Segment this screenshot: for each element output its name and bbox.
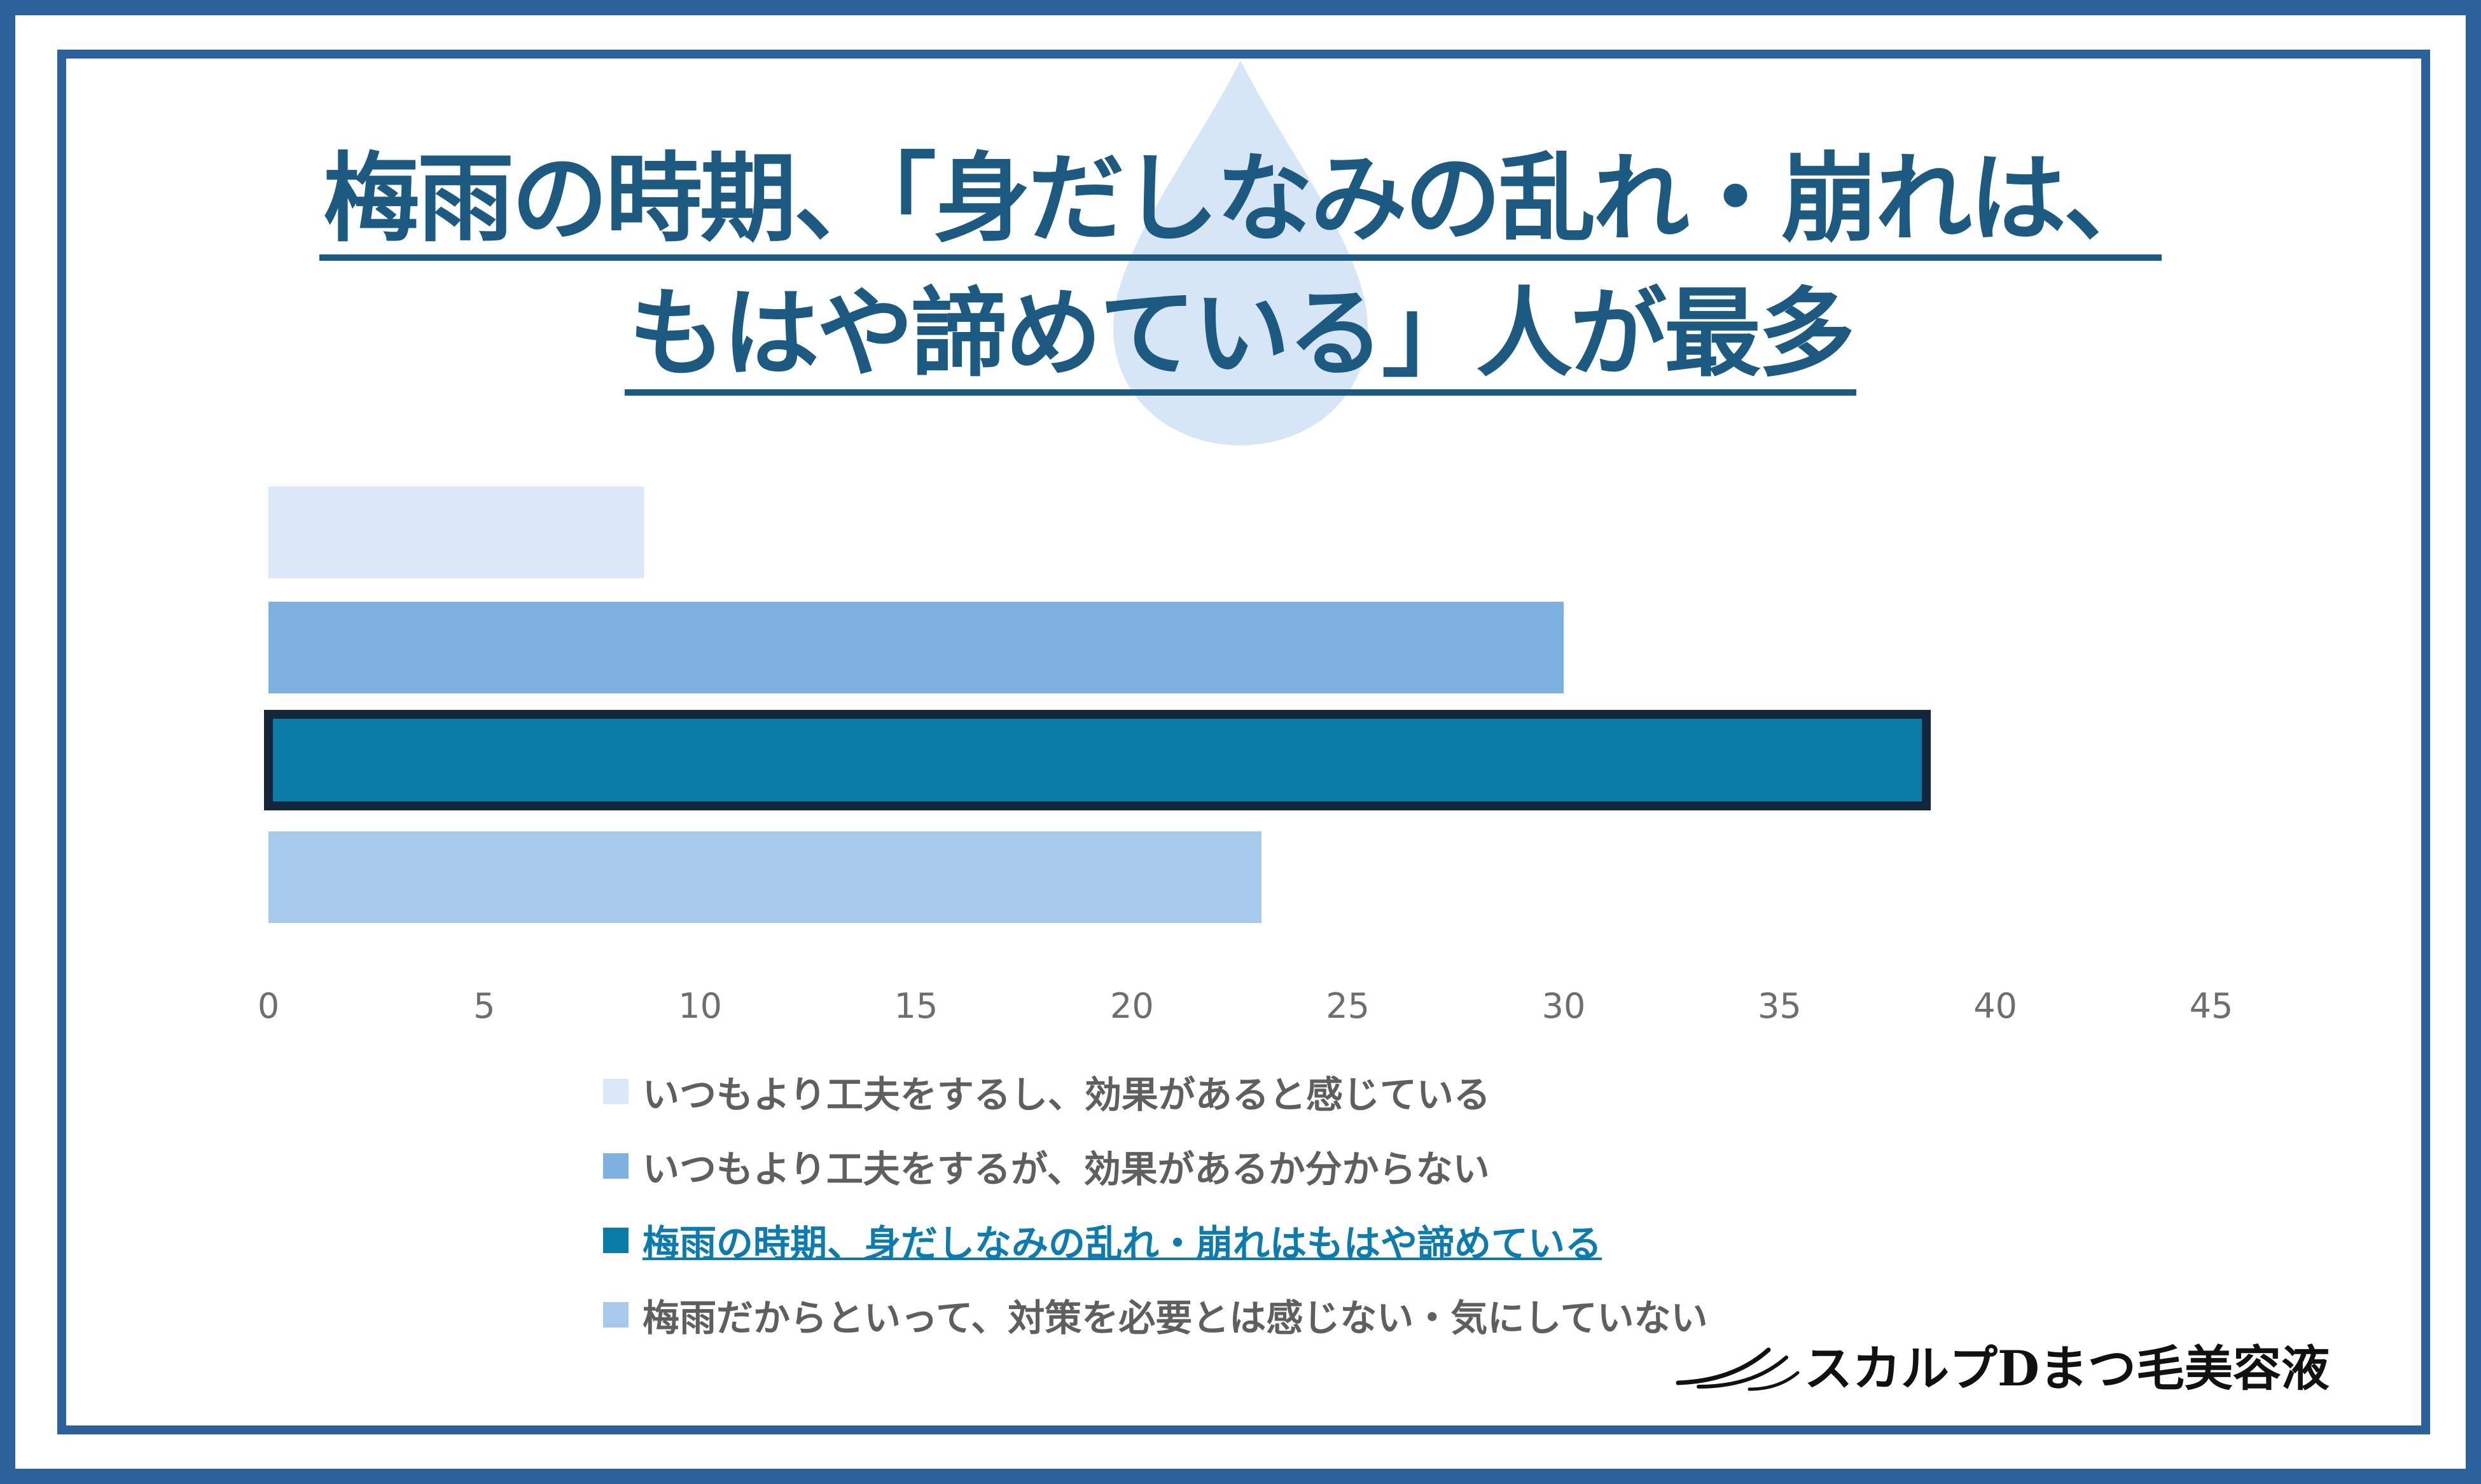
eyelash-icon xyxy=(1676,1347,1800,1391)
water-drop-icon xyxy=(1113,60,1368,445)
x-tick-label: 10 xyxy=(678,986,722,1026)
chart-title-line-1-text: 梅雨の時期、「身だしなみの乱れ・崩れは、 xyxy=(319,145,2162,261)
x-tick-label: 5 xyxy=(473,986,495,1026)
chart-title-line-2: もはや諦めている」人が最多 xyxy=(0,280,2481,396)
brand-name: スカルプDまつ毛美容液 xyxy=(1804,1340,2330,1397)
bar-2 xyxy=(268,602,1564,693)
x-tick-label: 40 xyxy=(1973,986,2017,1026)
bar-1 xyxy=(268,487,644,578)
x-tick-label: 20 xyxy=(1110,986,1154,1026)
legend-label: 梅雨だからといって、対策を必要とは感じない・気にしていない xyxy=(643,1296,1708,1340)
legend-item: 梅雨だからといって、対策を必要とは感じない・気にしていない xyxy=(603,1277,1707,1352)
x-tick-label: 25 xyxy=(1326,986,1370,1026)
legend-label: 梅雨の時期、身だしなみの乱れ・崩れはもはや諦めている xyxy=(643,1221,1602,1265)
bar-group xyxy=(264,487,1931,923)
bar-3 xyxy=(264,710,1931,810)
x-tick-label: 15 xyxy=(894,986,938,1026)
legend-swatch xyxy=(603,1301,629,1328)
legend-label: いつもより工夫をするし、効果があると感じている xyxy=(643,1072,1491,1116)
x-tick-label: 0 xyxy=(258,986,279,1026)
chart-title-line-1: 梅雨の時期、「身だしなみの乱れ・崩れは、 xyxy=(0,145,2481,261)
x-tick-label: 35 xyxy=(1758,986,1802,1026)
legend-item: いつもより工夫をするし、効果があると感じている xyxy=(603,1054,1707,1128)
legend-item: いつもより工夫をするが、効果があるか分からない xyxy=(603,1128,1707,1203)
chart-title-line-2-text: もはや諦めている」人が最多 xyxy=(625,280,1856,396)
x-tick-label: 30 xyxy=(1542,986,1586,1026)
x-tick-label: 45 xyxy=(2190,986,2234,1026)
legend-swatch xyxy=(603,1227,629,1253)
legend-item: 梅雨の時期、身だしなみの乱れ・崩れはもはや諦めている xyxy=(603,1203,1707,1277)
inner-frame xyxy=(57,50,2430,1434)
bar-4 xyxy=(268,831,1261,923)
legend-swatch xyxy=(603,1078,629,1104)
chart-legend: いつもより工夫をするし、効果があると感じている いつもより工夫をするが、効果がある… xyxy=(603,1054,1707,1352)
brand-logo: スカルプDまつ毛美容液 xyxy=(1673,1329,2330,1399)
bar-chart: 0 5 10 15 20 25 30 35 40 45 xyxy=(258,487,2234,1026)
legend-label: いつもより工夫をするが、効果があるか分からない xyxy=(643,1147,1490,1191)
legend-swatch xyxy=(603,1153,629,1179)
x-axis-ticks: 0 5 10 15 20 25 30 35 40 45 xyxy=(258,986,2234,1026)
